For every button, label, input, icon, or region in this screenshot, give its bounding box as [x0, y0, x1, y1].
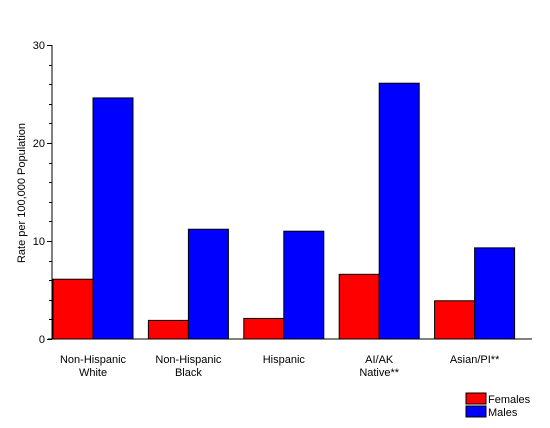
- category-label-line: White: [79, 367, 107, 379]
- y-tick-label: 30: [33, 40, 45, 52]
- bar-males-2: [283, 230, 325, 340]
- y-tick-label: 10: [33, 236, 45, 248]
- y-tick-label: 0: [39, 334, 45, 346]
- bar-females-1: [147, 319, 189, 340]
- category-label-line: Non-Hispanic: [60, 354, 127, 366]
- category-label-line: Black: [175, 367, 202, 379]
- bar-females-4: [434, 300, 476, 340]
- category-label-line: Asian/PI**: [450, 354, 500, 366]
- y-axis-title: Rate per 100,000 Population: [16, 123, 28, 263]
- category-label-0: Non-Hispanic White: [60, 354, 127, 379]
- bar-males-4: [474, 247, 516, 340]
- bar-males-3: [378, 82, 420, 340]
- category-label-1: Non-Hispanic Black: [155, 354, 222, 379]
- category-label-line: Hispanic: [263, 354, 306, 366]
- category-label-2: Hispanic: [263, 354, 306, 366]
- category-label-4: Asian/PI**: [450, 354, 500, 366]
- category-label-line: AI/AK: [365, 354, 394, 366]
- category-label-line: Non-Hispanic: [155, 354, 222, 366]
- bar-females-0: [52, 278, 94, 340]
- legend-label-females: Females: [488, 394, 531, 406]
- bar-males-1: [187, 228, 229, 340]
- category-label-3: AI/AK Native**: [359, 354, 399, 379]
- legend-swatch-females: [465, 392, 487, 405]
- bar-females-3: [338, 273, 380, 340]
- legend-label-males: Males: [488, 407, 518, 419]
- y-tick-label: 20: [33, 138, 45, 150]
- bar-females-2: [243, 317, 285, 340]
- bar-males-0: [92, 97, 134, 340]
- legend-swatch-males: [465, 405, 487, 418]
- category-label-line: Native**: [359, 367, 399, 379]
